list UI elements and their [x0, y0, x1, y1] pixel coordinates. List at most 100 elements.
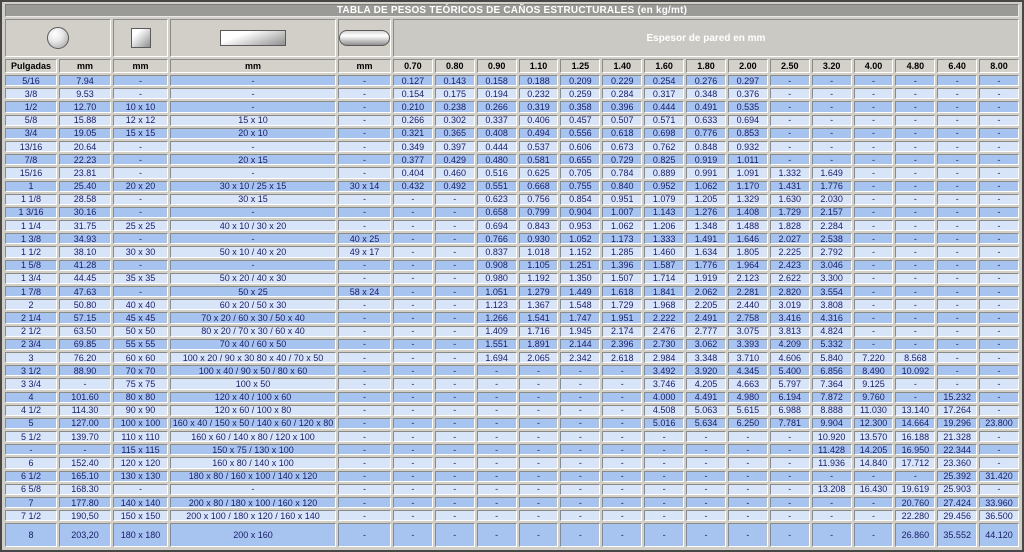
cell-pulgadas: 7/8 — [5, 154, 57, 166]
weight-cell: - — [602, 497, 643, 509]
weight-cell: - — [769, 444, 810, 456]
weight-cell: - — [686, 523, 726, 548]
weight-cell: 0.143 — [434, 75, 475, 87]
weight-cell: - — [937, 140, 978, 153]
cell-mm-square: 90 x 90 — [113, 404, 168, 416]
weight-cell: - — [937, 220, 978, 232]
weight-cell: 0.581 — [518, 154, 559, 166]
weight-cell: 2.622 — [769, 272, 810, 284]
weight-cell: 17.264 — [937, 404, 978, 416]
weight-cell: - — [979, 299, 1019, 311]
cell-mm-oval: - — [338, 75, 391, 87]
weight-cell: - — [853, 246, 894, 258]
cell-mm-rect: 160 x 60 / 140 x 80 / 120 x 100 — [170, 431, 336, 443]
weight-cell: 0.491 — [686, 101, 726, 113]
weight-cell: - — [853, 470, 894, 482]
weight-cell: 1.891 — [518, 338, 559, 350]
cell-mm-oval: - — [338, 431, 391, 443]
weight-cell: - — [811, 75, 852, 87]
weight-cell: - — [979, 154, 1019, 166]
cell-mm-square: 110 x 110 — [113, 431, 168, 443]
weight-cell: 7.781 — [769, 417, 810, 430]
weight-cell: 2.792 — [811, 246, 852, 258]
weight-cell: - — [476, 378, 517, 390]
cell-mm-rect: 100 x 20 / 90 x 30 80 x 40 / 70 x 50 — [170, 351, 336, 364]
cell-mm-square: 45 x 45 — [113, 312, 168, 324]
weight-cell: - — [602, 417, 643, 430]
weight-cell: 4.205 — [686, 378, 726, 390]
weight-cell: 0.551 — [476, 180, 517, 192]
cell-mm-round: 127.00 — [59, 417, 111, 430]
weight-cell: - — [686, 470, 726, 482]
weight-cell: 0.348 — [686, 88, 726, 100]
cell-mm-rect: - — [170, 167, 336, 179]
weight-cell: 4.606 — [769, 351, 810, 364]
weight-cell: - — [811, 510, 852, 522]
weight-cell: 3.416 — [769, 312, 810, 324]
weight-cell: - — [853, 497, 894, 509]
weight-cell: 2.225 — [769, 246, 810, 258]
cell-mm-rect: 100 x 50 — [170, 378, 336, 390]
weight-cell: 11.936 — [811, 457, 852, 469]
weight-cell: - — [393, 193, 433, 205]
weight-cell: - — [476, 417, 517, 430]
weight-cell: - — [853, 180, 894, 192]
weight-cell: - — [769, 127, 810, 139]
weight-cell: 0.444 — [476, 140, 517, 153]
cell-pulgadas: 1 — [5, 180, 57, 192]
cell-pulgadas: 3/8 — [5, 88, 57, 100]
cell-mm-round: 168.30 — [59, 483, 111, 495]
weight-cell: 3.813 — [769, 325, 810, 337]
weight-cell: - — [393, 259, 433, 271]
weight-cell: - — [979, 404, 1019, 416]
weight-cell: - — [518, 497, 559, 509]
cell-pulgadas: 1 7/8 — [5, 286, 57, 298]
weight-cell: 4.663 — [727, 378, 768, 390]
cell-mm-oval: - — [338, 193, 391, 205]
cell-pulgadas: 6 5/8 — [5, 483, 57, 495]
weight-cell: 36.500 — [979, 510, 1019, 522]
cell-mm-round: 57.15 — [59, 312, 111, 324]
weight-cell: 17.712 — [895, 457, 936, 469]
weight-cell: - — [811, 154, 852, 166]
weight-cell: - — [434, 365, 475, 377]
weight-cell: - — [602, 378, 643, 390]
weight-cell: - — [560, 457, 601, 469]
weight-cell: - — [937, 246, 978, 258]
cell-mm-square: 130 x 130 — [113, 470, 168, 482]
weight-cell: - — [853, 220, 894, 232]
weight-cell: - — [853, 286, 894, 298]
weight-cell: 0.756 — [518, 193, 559, 205]
weight-cell: - — [434, 391, 475, 403]
cell-mm-oval: 40 x 25 — [338, 233, 391, 245]
weight-cell: - — [811, 470, 852, 482]
weight-cell: 1.143 — [644, 206, 685, 219]
weight-cell: 1.491 — [686, 233, 726, 245]
weight-cell: - — [979, 233, 1019, 245]
cell-mm-rect: - — [170, 75, 336, 87]
weight-cell: - — [811, 88, 852, 100]
weight-cell: - — [853, 233, 894, 245]
weight-cell: - — [518, 391, 559, 403]
weight-cell: - — [979, 259, 1019, 271]
weight-cell: 1.266 — [476, 312, 517, 324]
cell-mm-square: 150 x 150 — [113, 510, 168, 522]
weight-cell: 31.420 — [979, 470, 1019, 482]
cell-pulgadas: 1 1/4 — [5, 220, 57, 232]
weight-cell: - — [853, 312, 894, 324]
cell-mm-square: - — [113, 259, 168, 271]
cell-pulgadas: 13/16 — [5, 140, 57, 153]
header-thickness: 1.80 — [686, 59, 726, 73]
weight-cell: - — [476, 470, 517, 482]
weight-cell: 1.828 — [769, 220, 810, 232]
weight-cell: 5.615 — [727, 404, 768, 416]
weight-cell: - — [895, 299, 936, 311]
weight-cell: 7.872 — [811, 391, 852, 403]
weight-cell: - — [853, 140, 894, 153]
weight-cell: 0.952 — [644, 180, 685, 192]
weight-cell: - — [979, 272, 1019, 284]
weight-cell: - — [727, 523, 768, 548]
weight-cell: - — [937, 167, 978, 179]
weight-cell: - — [434, 497, 475, 509]
weight-cell: - — [393, 233, 433, 245]
